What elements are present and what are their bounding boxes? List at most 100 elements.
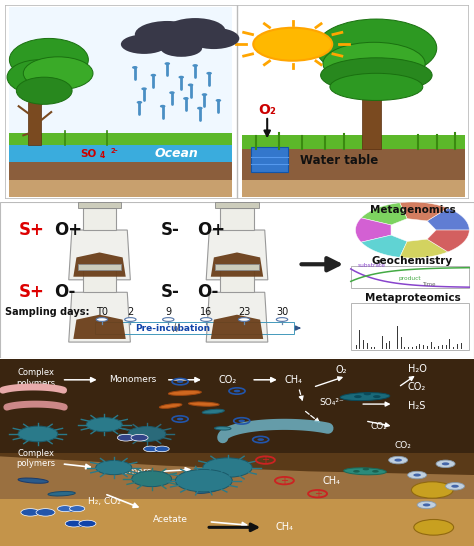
- Circle shape: [417, 501, 436, 509]
- FancyBboxPatch shape: [5, 5, 469, 199]
- Ellipse shape: [168, 390, 201, 395]
- Text: O₂: O₂: [258, 103, 276, 117]
- FancyBboxPatch shape: [95, 322, 100, 334]
- Circle shape: [177, 418, 183, 420]
- Polygon shape: [361, 203, 407, 225]
- FancyBboxPatch shape: [96, 322, 102, 334]
- FancyBboxPatch shape: [98, 322, 103, 334]
- Circle shape: [353, 470, 360, 473]
- Polygon shape: [211, 252, 263, 277]
- FancyBboxPatch shape: [95, 322, 101, 334]
- Text: S+: S+: [19, 221, 45, 239]
- Text: CO₂: CO₂: [219, 375, 237, 385]
- FancyBboxPatch shape: [351, 266, 469, 288]
- FancyBboxPatch shape: [9, 133, 232, 145]
- Circle shape: [234, 390, 240, 393]
- Circle shape: [201, 318, 212, 322]
- Polygon shape: [400, 202, 448, 221]
- Polygon shape: [73, 252, 126, 277]
- Text: T0: T0: [96, 307, 108, 317]
- Circle shape: [414, 519, 454, 535]
- FancyBboxPatch shape: [96, 322, 101, 334]
- FancyBboxPatch shape: [0, 359, 474, 462]
- Circle shape: [65, 520, 82, 527]
- Polygon shape: [69, 292, 130, 342]
- Circle shape: [96, 460, 132, 474]
- Text: CO₂: CO₂: [394, 441, 411, 450]
- FancyBboxPatch shape: [95, 322, 100, 334]
- FancyBboxPatch shape: [98, 322, 103, 334]
- Text: Pre-incubation: Pre-incubation: [135, 324, 210, 333]
- Text: 4: 4: [100, 151, 105, 160]
- Circle shape: [96, 318, 108, 322]
- Ellipse shape: [344, 468, 386, 475]
- Circle shape: [57, 506, 73, 512]
- Circle shape: [446, 483, 465, 490]
- Ellipse shape: [202, 410, 224, 414]
- FancyBboxPatch shape: [97, 322, 102, 334]
- Ellipse shape: [316, 19, 437, 77]
- FancyBboxPatch shape: [78, 264, 121, 270]
- FancyBboxPatch shape: [98, 322, 103, 334]
- Ellipse shape: [323, 42, 425, 85]
- Text: 2: 2: [127, 307, 134, 317]
- Text: CO₂: CO₂: [408, 382, 426, 392]
- Text: SCCA: SCCA: [210, 463, 235, 472]
- Circle shape: [354, 395, 362, 398]
- FancyBboxPatch shape: [95, 322, 100, 334]
- Ellipse shape: [137, 101, 142, 104]
- FancyBboxPatch shape: [0, 499, 474, 546]
- FancyBboxPatch shape: [97, 322, 102, 334]
- FancyBboxPatch shape: [98, 322, 103, 334]
- Text: CH₄: CH₄: [285, 375, 303, 385]
- FancyBboxPatch shape: [99, 322, 104, 334]
- Text: O+: O+: [197, 221, 225, 239]
- Polygon shape: [220, 270, 254, 292]
- FancyBboxPatch shape: [100, 322, 105, 334]
- Text: 30: 30: [276, 307, 288, 317]
- Ellipse shape: [196, 486, 221, 494]
- Circle shape: [177, 381, 183, 383]
- Circle shape: [160, 39, 202, 57]
- FancyBboxPatch shape: [95, 322, 101, 334]
- Polygon shape: [83, 270, 116, 292]
- FancyBboxPatch shape: [99, 322, 104, 334]
- Circle shape: [276, 318, 288, 322]
- Ellipse shape: [164, 62, 170, 65]
- FancyBboxPatch shape: [99, 322, 105, 334]
- Text: S+: S+: [19, 283, 45, 301]
- FancyBboxPatch shape: [78, 202, 121, 208]
- Circle shape: [135, 21, 200, 48]
- Polygon shape: [220, 208, 254, 230]
- FancyBboxPatch shape: [351, 303, 469, 350]
- FancyBboxPatch shape: [215, 202, 259, 208]
- Polygon shape: [206, 230, 268, 280]
- Ellipse shape: [202, 93, 207, 96]
- Text: Complex
polymers: Complex polymers: [16, 368, 55, 388]
- Text: O-: O-: [197, 283, 218, 301]
- FancyBboxPatch shape: [95, 322, 100, 334]
- FancyBboxPatch shape: [100, 322, 105, 334]
- Circle shape: [125, 318, 136, 322]
- Text: Metagenomics: Metagenomics: [370, 205, 455, 215]
- Text: CH₄: CH₄: [275, 523, 293, 532]
- Text: O+: O+: [55, 221, 82, 239]
- Ellipse shape: [192, 64, 198, 67]
- Ellipse shape: [132, 66, 137, 69]
- Circle shape: [128, 426, 166, 441]
- Ellipse shape: [340, 393, 390, 401]
- Text: 9: 9: [165, 307, 171, 317]
- Text: +: +: [314, 489, 321, 498]
- Circle shape: [413, 473, 421, 477]
- Ellipse shape: [7, 60, 72, 94]
- Ellipse shape: [48, 491, 75, 496]
- Polygon shape: [400, 239, 448, 258]
- Ellipse shape: [179, 76, 184, 79]
- FancyBboxPatch shape: [9, 8, 232, 197]
- Ellipse shape: [330, 73, 423, 100]
- Polygon shape: [427, 230, 469, 252]
- Circle shape: [79, 520, 96, 527]
- FancyBboxPatch shape: [0, 453, 474, 475]
- Ellipse shape: [9, 38, 88, 81]
- Text: Metaproteomics: Metaproteomics: [365, 294, 460, 304]
